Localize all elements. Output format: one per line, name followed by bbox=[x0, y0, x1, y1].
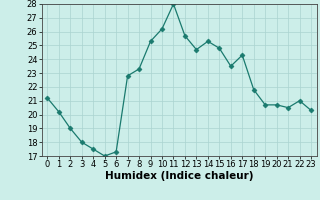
X-axis label: Humidex (Indice chaleur): Humidex (Indice chaleur) bbox=[105, 171, 253, 181]
